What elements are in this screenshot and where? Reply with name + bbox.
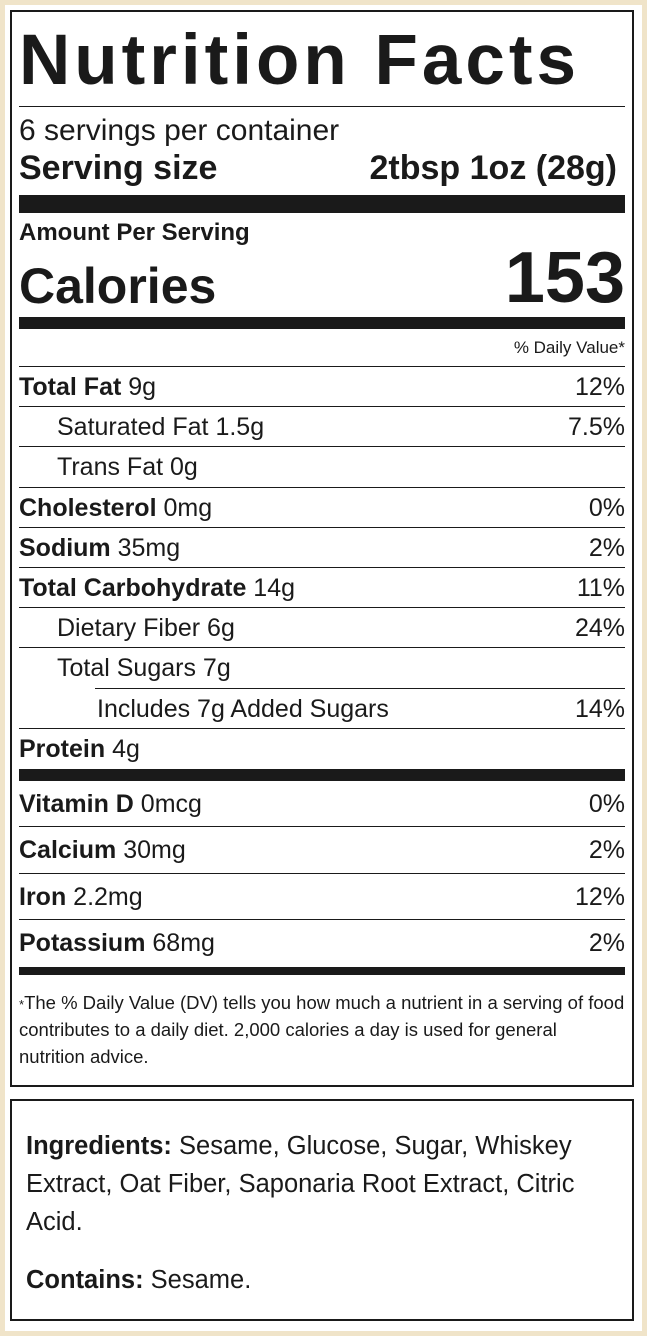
footnote-star: * xyxy=(19,996,25,1012)
nutrient-row: Includes 7g Added Sugars 14% xyxy=(19,689,625,729)
contains-text: Sesame. xyxy=(150,1266,252,1294)
vitamin-name: Vitamin D xyxy=(19,789,134,818)
nutrient-name: Includes 7g Added Sugars xyxy=(97,694,389,723)
vitamin-dv: 0% xyxy=(588,789,625,818)
calories-value: 153 xyxy=(504,238,625,318)
nutrient-amount: 0g xyxy=(170,453,198,482)
amount-per-serving: Amount Per Serving xyxy=(19,219,250,246)
nutrient-dv: 0% xyxy=(588,493,625,522)
serving-size: Serving size 2tbsp 1oz (28g) xyxy=(19,145,625,195)
nutrient-name: Saturated Fat xyxy=(57,413,209,442)
nutrient-name: Total Carbohydrate xyxy=(19,573,247,602)
vitamin-amount: 2.2mg xyxy=(73,882,143,911)
nutrition-facts-label: Nutrition Facts 6 servings per container… xyxy=(10,10,634,1087)
allergen-contains: Contains: Sesame. xyxy=(26,1261,618,1299)
vitamin-row: Potassium 68mg 2% xyxy=(19,920,625,967)
nutrient-row: Saturated Fat 1.5g 7.5% xyxy=(19,407,625,448)
ingredients-label: Ingredients: xyxy=(26,1132,172,1160)
nutrient-dv: 12% xyxy=(574,373,625,401)
divider-medium xyxy=(19,768,625,781)
background-panel xyxy=(5,5,642,1331)
nutrient-row: Dietary Fiber 6g 24% xyxy=(19,608,625,649)
nutrient-amount: 1.5g xyxy=(215,413,265,442)
nutrient-dv: 11% xyxy=(576,573,625,602)
vitamin-name: Iron xyxy=(19,882,67,911)
nutrient-name: Sodium xyxy=(19,533,111,562)
serving-size-label: Serving size xyxy=(19,149,218,187)
ingredients-box: Ingredients: Sesame, Glucose, Sugar, Whi… xyxy=(10,1099,634,1321)
nutrient-dv: 7.5% xyxy=(568,413,625,442)
calories-row: Calories 153 xyxy=(19,239,625,317)
vitamin-dv: 12% xyxy=(574,882,625,911)
nutrient-dv: 24% xyxy=(574,614,625,643)
nutrient-amount: 35mg xyxy=(117,533,181,562)
vitamin-name: Potassium xyxy=(19,929,146,958)
vitamin-amount: 68mg xyxy=(152,929,215,958)
divider-thick xyxy=(19,195,625,213)
vitamin-row: Vitamin D 0mcg 0% xyxy=(19,781,625,828)
nutrient-amount: 7g xyxy=(202,654,231,683)
nutrient-dv: 14% xyxy=(574,694,625,723)
calories-label: Calories xyxy=(19,258,217,314)
ingredients: Ingredients: Sesame, Glucose, Sugar, Whi… xyxy=(26,1127,618,1241)
vitamin-row: Calcium 30mg 2% xyxy=(19,827,625,874)
nutrient-row: Total Fat 9g 12% xyxy=(19,367,625,408)
nutrient-amount: 6g xyxy=(207,614,235,643)
nutrient-name: Trans Fat xyxy=(57,453,164,482)
vitamin-dv: 2% xyxy=(588,836,625,865)
nutrient-amount: 4g xyxy=(112,734,140,763)
nutrient-amount: 14g xyxy=(253,573,296,602)
label-title: Nutrition Facts xyxy=(19,12,625,107)
nutrient-row: Total Carbohydrate 14g 11% xyxy=(19,568,625,609)
vitamin-dv: 2% xyxy=(588,929,625,958)
serving-size-value: 2tbsp 1oz (28g) xyxy=(369,149,617,187)
nutrient-name: Cholesterol xyxy=(19,493,157,522)
footnote: *The % Daily Value (DV) tells you how mu… xyxy=(19,975,625,1070)
divider-medium xyxy=(19,317,625,329)
footnote-text: The % Daily Value (DV) tells you how muc… xyxy=(19,991,625,1067)
vitamin-name: Calcium xyxy=(19,836,117,865)
vitamin-amount: 0mcg xyxy=(140,789,202,818)
nutrient-amount: 0mg xyxy=(163,493,213,522)
nutrient-row: Cholesterol 0mg 0% xyxy=(19,488,625,528)
nutrient-row: Protein 4g xyxy=(19,729,625,769)
divider-small xyxy=(19,966,625,975)
servings-per-container: 6 servings per container xyxy=(19,114,340,147)
vitamin-amount: 30mg xyxy=(123,836,186,865)
nutrient-name: Total Fat xyxy=(19,373,122,401)
nutrient-row: Total Sugars 7g xyxy=(19,648,625,689)
nutrient-name: Total Sugars xyxy=(57,654,196,683)
nutrient-row: Trans Fat 0g xyxy=(19,447,625,488)
nutrient-name: Protein xyxy=(19,734,106,763)
nutrient-dv: 2% xyxy=(588,533,625,562)
nutrient-name: Dietary Fiber xyxy=(57,614,201,643)
nutrient-row: Sodium 35mg 2% xyxy=(19,528,625,568)
contains-label: Contains: xyxy=(26,1266,144,1294)
daily-value-header: % Daily Value* xyxy=(19,329,625,367)
nutrient-amount: 9g xyxy=(128,373,157,401)
vitamin-row: Iron 2.2mg 12% xyxy=(19,874,625,921)
ingredients-text: Sesame, Glucose, Sugar, Whiskey Extract,… xyxy=(26,1132,575,1236)
